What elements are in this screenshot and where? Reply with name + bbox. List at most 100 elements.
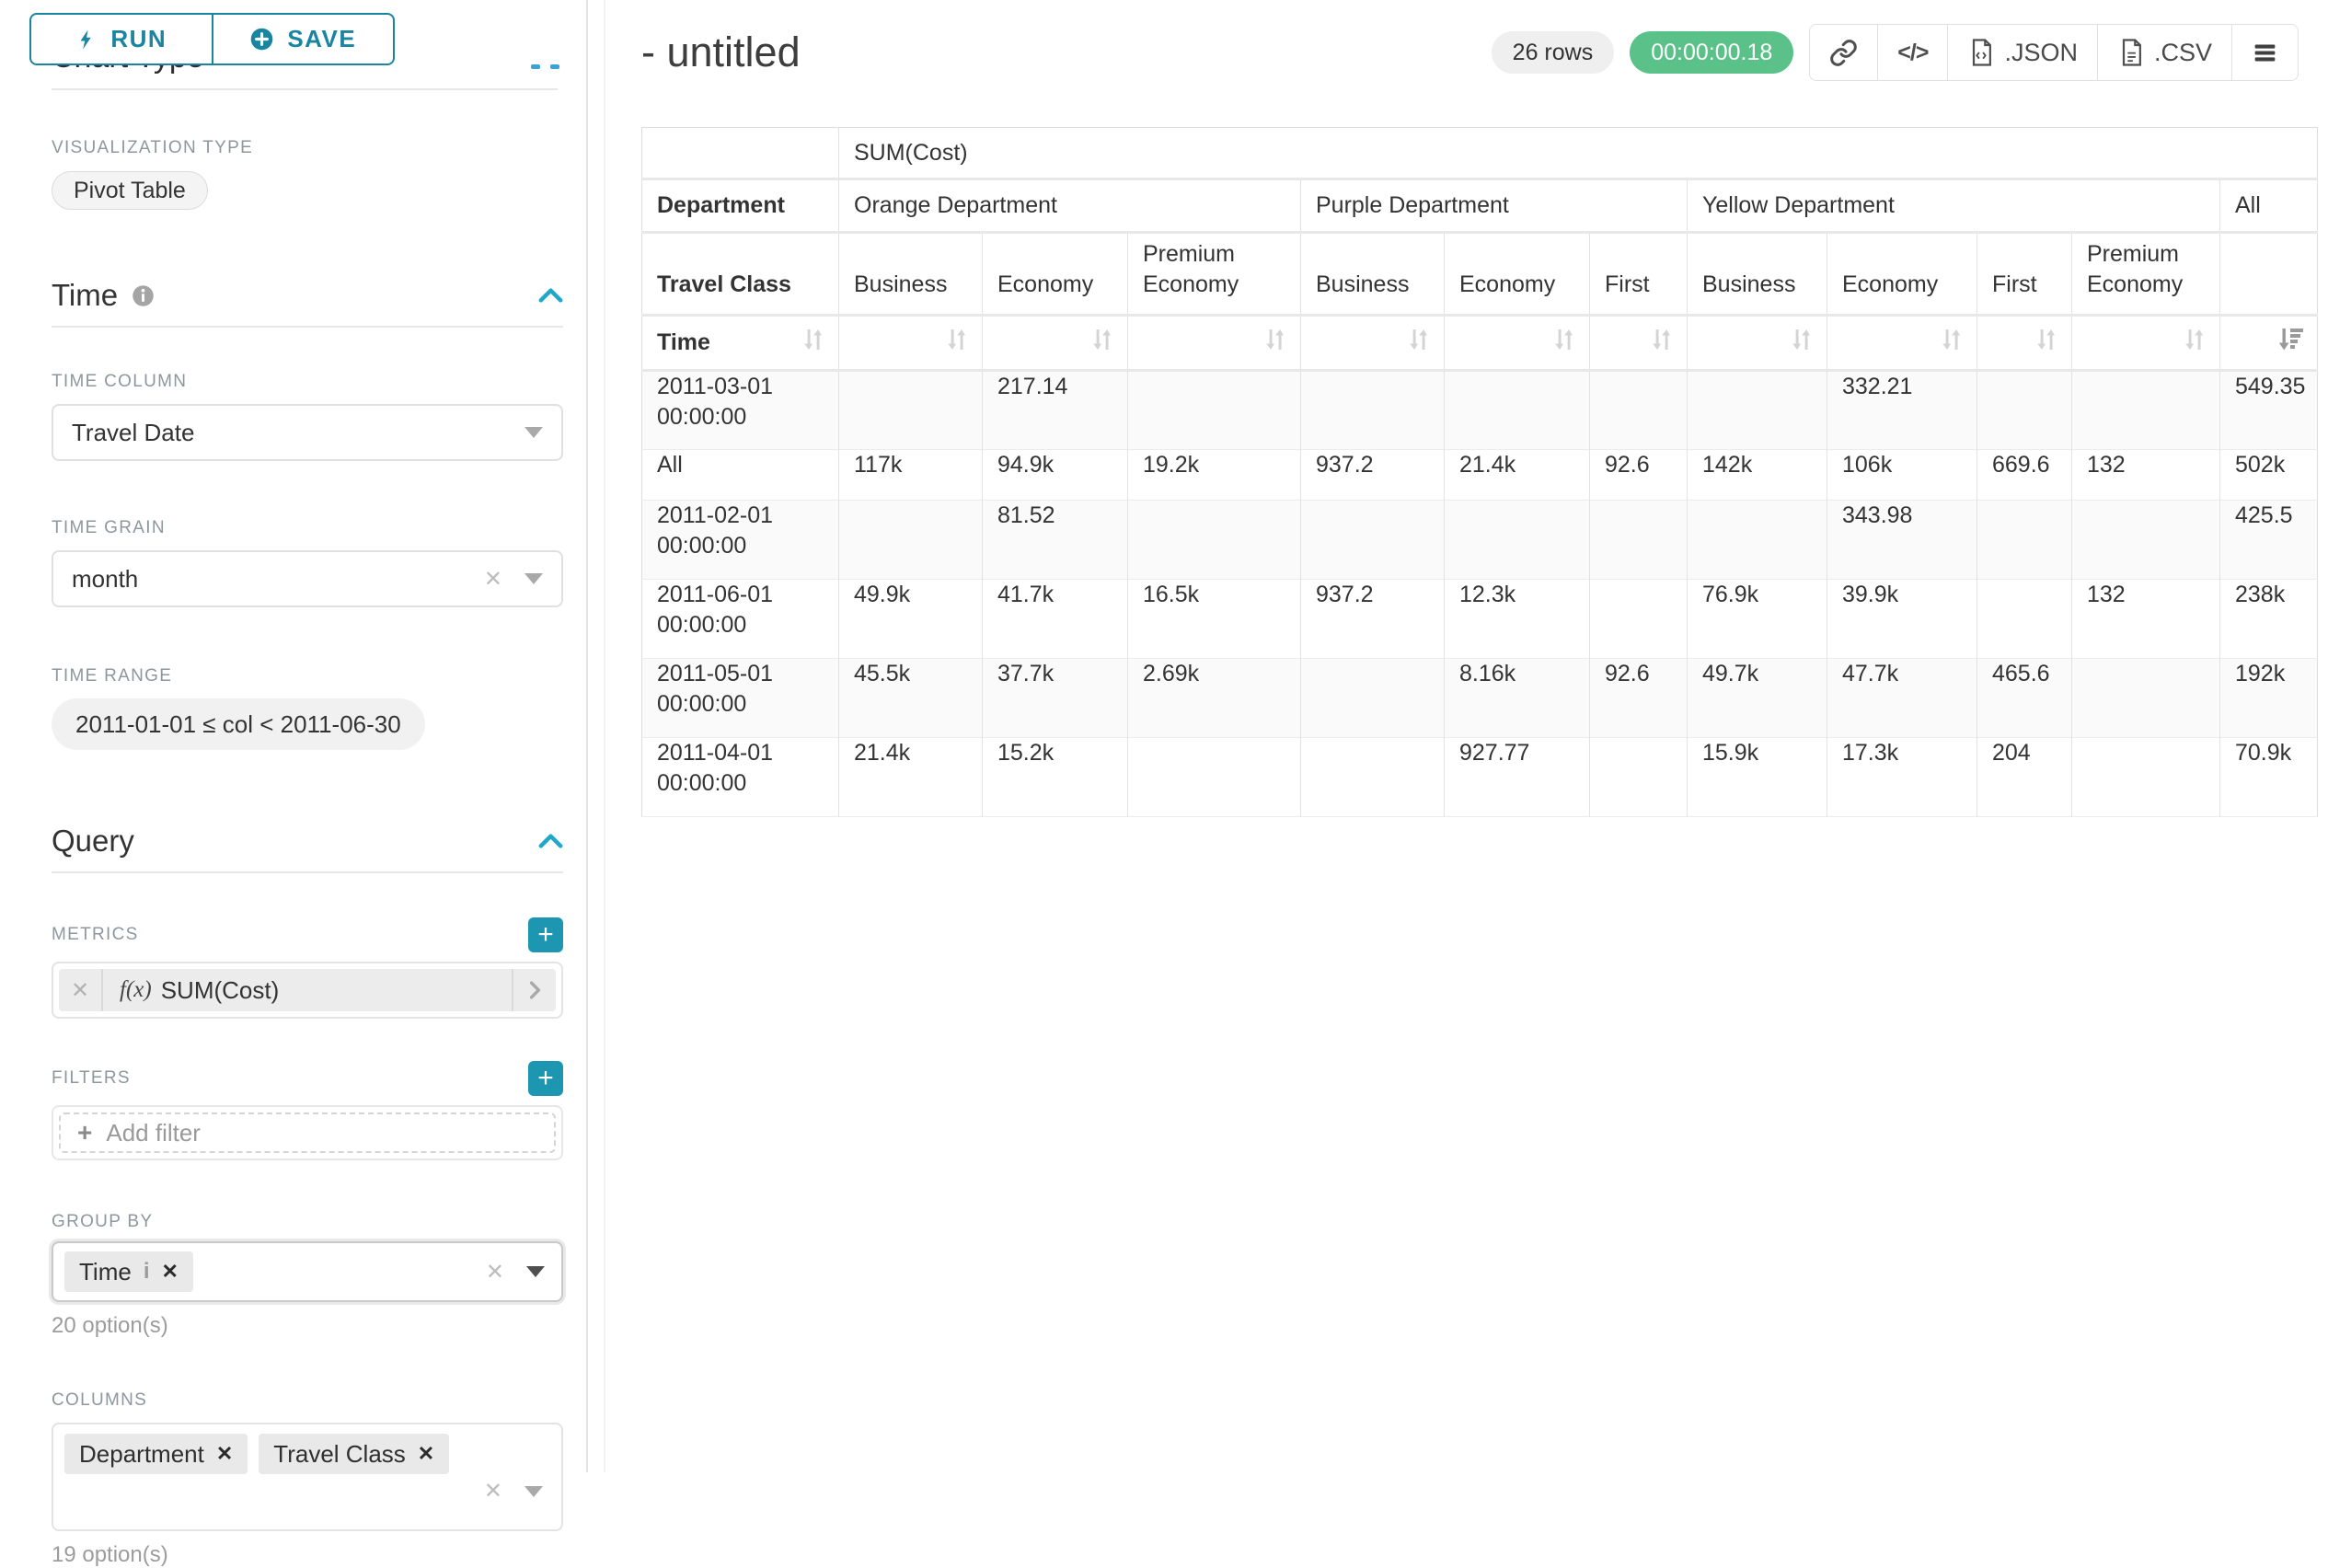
row-header: 2011-03-01 00:00:00 [642, 371, 839, 450]
sort-icon[interactable] [1089, 326, 1116, 360]
sort-icon[interactable] [1648, 326, 1676, 360]
query-section-header[interactable]: Query [52, 824, 563, 859]
copy-link-button[interactable] [1810, 25, 1877, 80]
section-divider [52, 326, 563, 328]
file-json-icon [1967, 38, 1995, 67]
column-group-header: Orange Department [839, 179, 1301, 233]
table-cell [1301, 659, 1445, 738]
table-cell [1688, 371, 1827, 450]
tag-label: Department [79, 1440, 204, 1469]
column-sort-header[interactable] [2220, 316, 2318, 371]
time-column-select[interactable]: Travel Date [52, 404, 563, 461]
column-sort-header[interactable] [1445, 316, 1590, 371]
sort-icon[interactable] [1938, 326, 1965, 360]
sort-icon[interactable] [1550, 326, 1578, 360]
add-metric-button[interactable]: + [528, 917, 563, 952]
clear-icon[interactable]: ✕ [486, 1259, 504, 1286]
column-sort-header[interactable] [839, 316, 983, 371]
columns-options-hint: 19 option(s) [52, 1542, 563, 1568]
export-json-button[interactable]: .JSON [1947, 25, 2097, 80]
time-grain-value: month [72, 565, 138, 594]
table-cell: 41.7k [983, 580, 1128, 659]
clear-icon[interactable]: ✕ [484, 566, 502, 593]
column-sort-header[interactable] [983, 316, 1128, 371]
table-cell: 37.7k [983, 659, 1128, 738]
sort-icon[interactable] [2033, 326, 2060, 360]
metric-chip[interactable]: ✕ f(x) SUM(Cost) [59, 969, 556, 1011]
table-cell [1128, 501, 1301, 580]
table-cell [1590, 580, 1688, 659]
column-sort-header[interactable] [1128, 316, 1301, 371]
table-cell: 49.7k [1688, 659, 1827, 738]
table-cell [1977, 580, 2072, 659]
column-group-header: All [2220, 179, 2318, 233]
tag-close-icon[interactable]: ✕ [161, 1260, 178, 1284]
group-by-select[interactable]: Time i ✕ ✕ [52, 1241, 563, 1302]
save-button-label: SAVE [287, 25, 356, 53]
table-cell: 16.5k [1128, 580, 1301, 659]
expand-metric-icon[interactable] [512, 969, 556, 1011]
tag-time[interactable]: Time i ✕ [64, 1251, 193, 1292]
table-cell: 76.9k [1688, 580, 1827, 659]
embed-code-button[interactable]: </> [1877, 25, 1947, 80]
table-cell: 937.2 [1301, 450, 1445, 501]
action-buttons: RUN SAVE [29, 13, 395, 65]
export-csv-button[interactable]: .CSV [2097, 25, 2231, 80]
sort-icon[interactable] [1405, 326, 1433, 360]
run-button-label: RUN [110, 25, 167, 53]
sort-icon[interactable] [800, 326, 827, 360]
export-csv-label: .CSV [2154, 39, 2212, 67]
more-menu-button[interactable] [2231, 25, 2298, 80]
chevron-up-icon[interactable] [538, 834, 563, 848]
column-sort-header[interactable] [2072, 316, 2220, 371]
sort-row: Time [642, 316, 2318, 371]
add-filter-button[interactable]: + [528, 1061, 563, 1096]
column-sort-header[interactable] [1977, 316, 2072, 371]
viz-type-pill[interactable]: Pivot Table [52, 171, 208, 210]
column-sort-header[interactable] [1590, 316, 1688, 371]
sort-descending-icon[interactable] [2278, 326, 2306, 360]
table-cell: 47.7k [1827, 659, 1977, 738]
column-sort-header[interactable] [1688, 316, 1827, 371]
chart-title[interactable]: - untitled [641, 29, 1492, 76]
table-cell: 132 [2072, 580, 2220, 659]
table-cell [1301, 371, 1445, 450]
time-grain-select[interactable]: month ✕ [52, 550, 563, 607]
table-cell: 21.4k [1445, 450, 1590, 501]
query-timer-badge: 00:00:00.18 [1630, 31, 1793, 74]
sort-icon[interactable] [1788, 326, 1815, 360]
column-group-header: Yellow Department [1688, 179, 2220, 233]
table-cell: 94.9k [983, 450, 1128, 501]
tag-department[interactable]: Department ✕ [64, 1434, 248, 1474]
tag-travel-class[interactable]: Travel Class ✕ [259, 1434, 449, 1474]
column-header: Business [839, 233, 983, 316]
column-sort-header[interactable] [1827, 316, 1977, 371]
sort-icon[interactable] [2181, 326, 2208, 360]
table-cell: 502k [2220, 450, 2318, 501]
group-by-label: GROUP BY [52, 1212, 563, 1232]
panel-divider[interactable] [586, 0, 588, 1472]
clear-icon[interactable]: ✕ [484, 1478, 502, 1505]
sort-icon[interactable] [943, 326, 971, 360]
columns-select[interactable]: Department ✕ Travel Class ✕ ✕ [52, 1423, 563, 1531]
run-button[interactable]: RUN [29, 13, 213, 65]
chevron-up-icon[interactable] [538, 288, 563, 303]
add-filter-box[interactable]: + Add filter [52, 1105, 563, 1160]
table-cell: 92.6 [1590, 450, 1688, 501]
sort-icon[interactable] [1262, 326, 1289, 360]
table-cell: 465.6 [1977, 659, 2072, 738]
time-range-pill[interactable]: 2011-01-01 ≤ col < 2011-06-30 [52, 698, 425, 750]
code-icon: </> [1897, 40, 1928, 66]
table-cell [1977, 371, 2072, 450]
row-axis-sort-header[interactable]: Time [642, 316, 839, 371]
corner-cell [642, 128, 839, 179]
tag-close-icon[interactable]: ✕ [216, 1442, 233, 1466]
tag-close-icon[interactable]: ✕ [418, 1442, 434, 1466]
plus-icon: + [77, 1118, 92, 1147]
remove-metric-icon[interactable]: ✕ [59, 969, 103, 1011]
save-button[interactable]: SAVE [212, 13, 396, 65]
column-sort-header[interactable] [1301, 316, 1445, 371]
time-section-header[interactable]: Time [52, 278, 563, 313]
